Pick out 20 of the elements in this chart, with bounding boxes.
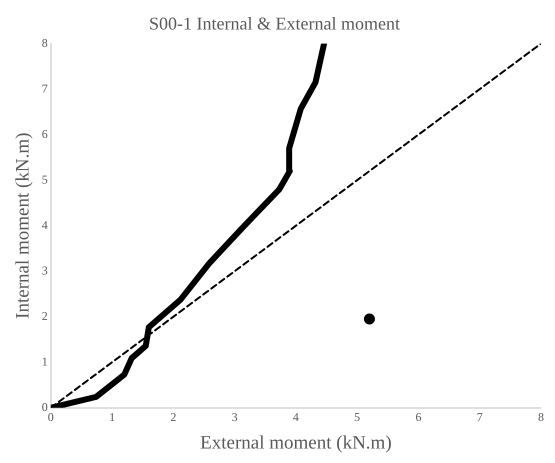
y-axis-title: Internal moment (kN.m)	[12, 132, 34, 319]
x-axis-title: External moment (kN.m)	[200, 432, 392, 454]
x-tick-label: 8	[538, 410, 544, 424]
y-tick-label: 7	[42, 81, 48, 96]
y-tick-label: 4	[42, 218, 48, 232]
y-tick-label: 1	[42, 354, 48, 368]
y-tick-label: 6	[42, 126, 48, 141]
y-tick-label: 2	[42, 308, 48, 323]
x-tick-label: 5	[354, 410, 360, 424]
y-tick-label: 8	[42, 36, 48, 50]
x-tick-label: 1	[109, 410, 116, 424]
y-tick-label: 5	[42, 172, 48, 186]
chart-title: S00-1 Internal & External moment	[149, 14, 400, 34]
y-tick-label: 3	[42, 263, 48, 278]
x-tick-label: 4	[292, 410, 299, 424]
x-tick-label: 6	[415, 410, 422, 424]
x-tick-label: 7	[476, 410, 483, 424]
x-tick-label: 2	[170, 410, 176, 424]
y-tick-label: 0	[42, 400, 48, 414]
x-tick-label: 3	[232, 410, 238, 424]
